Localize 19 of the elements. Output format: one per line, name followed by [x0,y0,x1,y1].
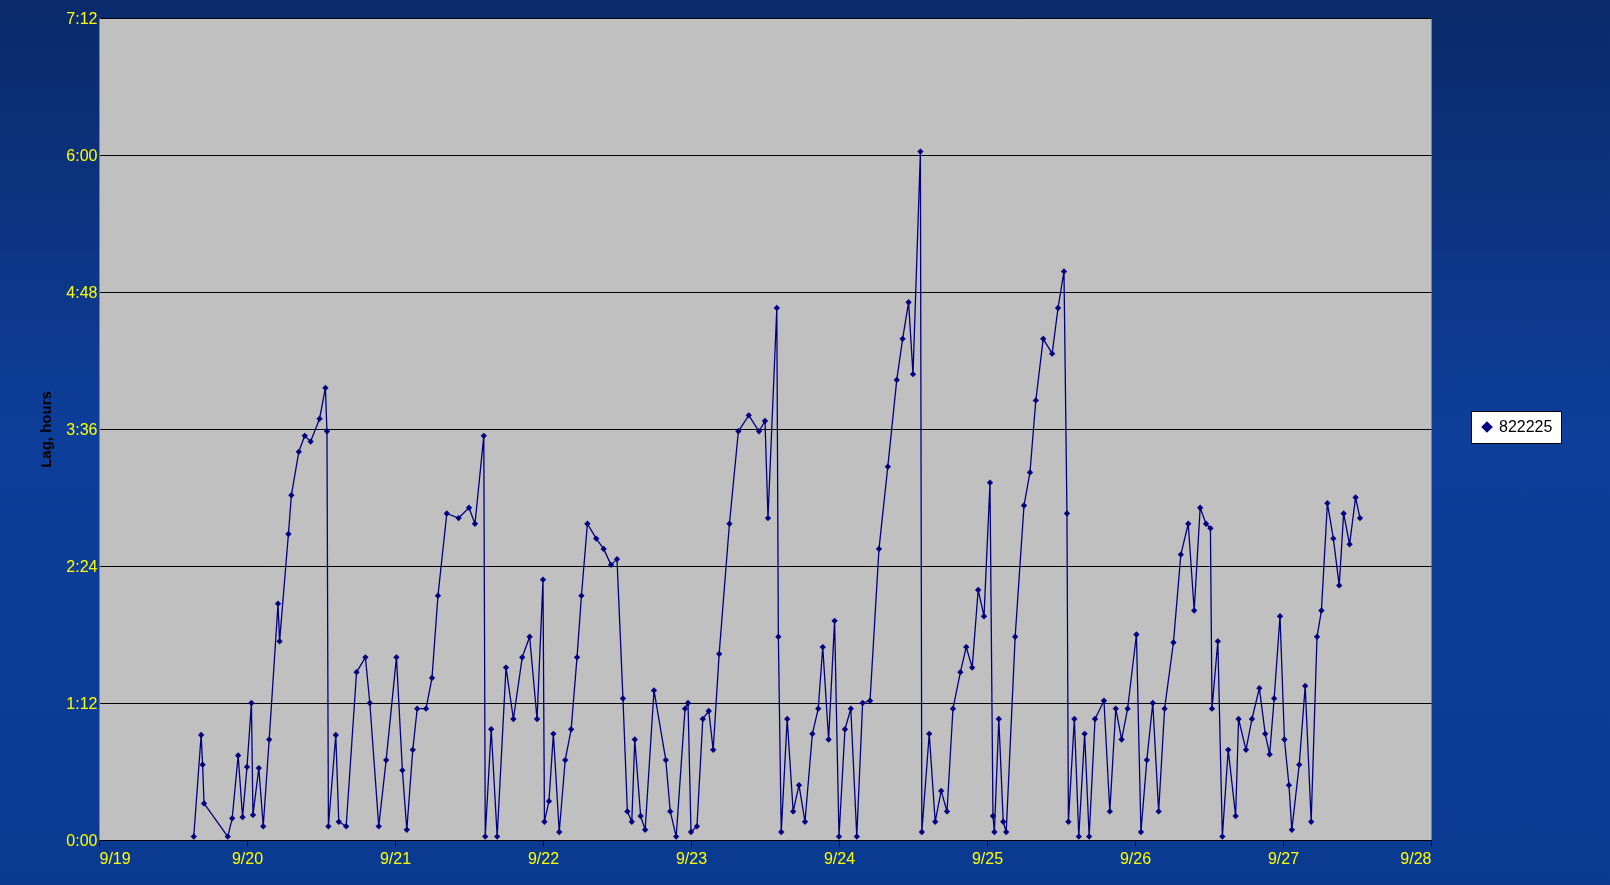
y-tick-label: 1:12 [66,694,98,712]
x-tick-label: 9/22 [527,849,560,867]
x-tick-label: 9/24 [823,849,856,867]
y-tick-label: 6:00 [66,146,98,164]
x-tick-label: 9/19 [99,849,131,867]
y-tick-label: 2:24 [66,557,98,575]
y-tick-label: 0:00 [66,831,98,849]
y-tick-label: 3:36 [66,420,98,438]
x-tick-label: 9/20 [231,849,264,867]
x-tick-label: 9/23 [675,849,708,867]
legend-label: 822225 [1499,418,1553,435]
x-tick-label: 9/21 [379,849,412,867]
x-tick-label: 9/25 [971,849,1004,867]
x-tick-label: 9/28 [1400,849,1432,867]
y-tick-label: 7:12 [66,9,98,27]
x-tick-label: 9/26 [1119,849,1152,867]
x-tick-label: 9/27 [1267,849,1300,867]
y-axis-title: Lag, hours [37,391,55,468]
y-tick-label: 4:48 [66,283,98,301]
